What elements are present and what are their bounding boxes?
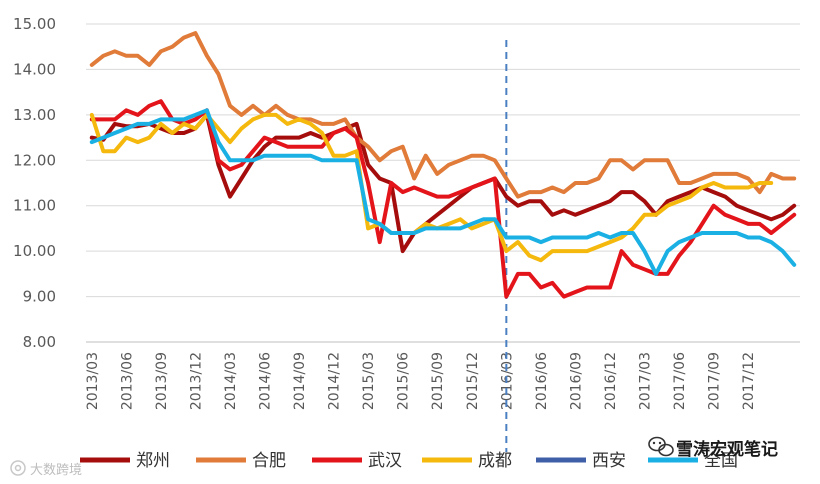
x-tick-label: 2013/06	[119, 352, 135, 410]
y-tick-label: 10.00	[13, 242, 56, 260]
series-line-合肥	[89, 31, 797, 199]
series-line-成都	[89, 112, 774, 263]
x-tick-label: 2016/09	[568, 352, 584, 410]
x-tick-label: 2017/09	[707, 352, 723, 410]
x-tick-label: 2017/03	[638, 352, 654, 410]
legend: 郑州 合肥 武汉 成都 西安 全国	[80, 451, 738, 471]
x-tick-label: 2013/03	[85, 352, 101, 410]
brand-watermark: 雪涛宏观笔记	[648, 436, 778, 460]
y-tick-label: 11.00	[13, 197, 56, 215]
x-tick-label: 2013/12	[188, 352, 204, 410]
x-tick-label: 2015/09	[430, 352, 446, 410]
y-tick-label: 8.00	[23, 333, 56, 351]
x-tick-label: 2014/03	[223, 352, 239, 410]
weibo-icon	[10, 460, 26, 476]
x-tick-label: 2016/03	[499, 352, 515, 410]
y-axis-ticks: 8.00 9.00 10.00 11.00 12.00 13.00 14.00 15.00	[13, 15, 56, 351]
x-tick-label: 2015/06	[396, 352, 412, 410]
x-tick-label: 2013/09	[154, 352, 170, 410]
wechat-icon	[648, 436, 674, 457]
x-tick-label: 2017/06	[672, 352, 688, 410]
source-watermark: 大数跨境	[10, 460, 82, 478]
brand-text: 雪涛宏观笔记	[676, 439, 778, 460]
legend-label: 成都	[478, 451, 512, 471]
legend-label: 武汉	[368, 451, 402, 471]
x-axis-ticks: 2013/03 2013/06 2013/09 2013/12 2014/03 2014/…	[85, 352, 757, 410]
source-text: 大数跨境	[30, 463, 82, 478]
x-tick-label: 2014/06	[258, 352, 274, 410]
x-tick-label: 2016/06	[534, 352, 550, 410]
x-tick-label: 2014/09	[292, 352, 308, 410]
x-tick-label: 2016/12	[603, 352, 619, 410]
x-tick-label: 2015/12	[465, 352, 481, 410]
y-tick-label: 14.00	[13, 60, 56, 78]
legend-label: 全国	[704, 451, 738, 471]
legend-label: 郑州	[136, 451, 170, 471]
y-tick-label: 15.00	[13, 15, 56, 33]
legend-label: 西安	[592, 451, 626, 471]
series-line-全国	[89, 108, 797, 276]
x-tick-label: 2014/12	[327, 352, 343, 410]
x-tick-label: 2015/03	[361, 352, 377, 410]
y-tick-label: 12.00	[13, 151, 56, 169]
y-tick-label: 9.00	[23, 288, 56, 306]
y-tick-label: 13.00	[13, 106, 56, 124]
legend-label: 合肥	[252, 451, 286, 471]
x-tick-label: 2017/12	[741, 352, 757, 410]
series-group	[89, 31, 797, 299]
